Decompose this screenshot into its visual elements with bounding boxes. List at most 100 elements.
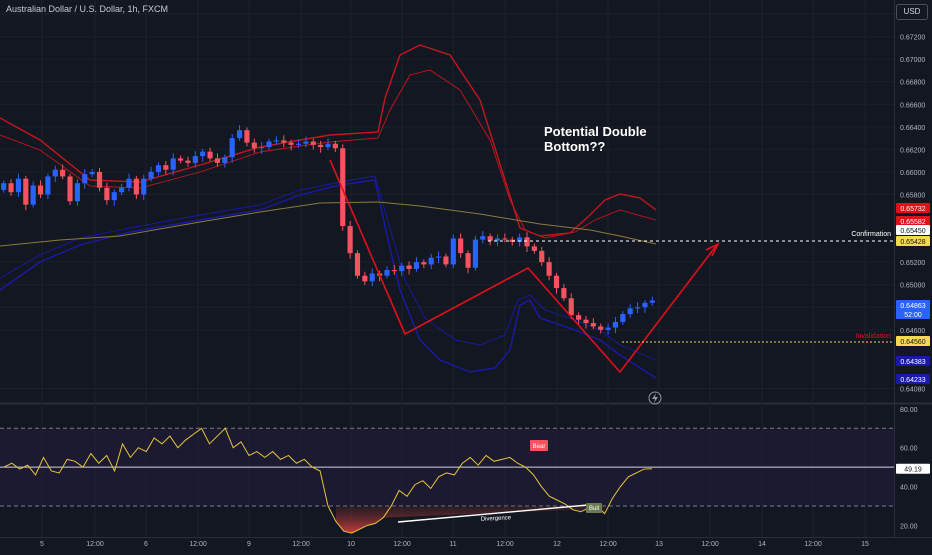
bull-candle[interactable]: [89, 171, 95, 175]
bull-candle[interactable]: [126, 178, 132, 188]
bear-divergence-tag[interactable]: [530, 440, 548, 451]
bull-candle[interactable]: [472, 239, 478, 268]
bull-candle[interactable]: [119, 187, 125, 193]
price-label-text: 52:00: [904, 312, 922, 319]
bull-candle[interactable]: [15, 178, 22, 193]
bull-candle[interactable]: [620, 314, 626, 322]
bear-candle[interactable]: [465, 253, 471, 268]
price-label-text: 0.64233: [900, 377, 925, 384]
bull-candle[interactable]: [82, 174, 88, 184]
bear-candle[interactable]: [598, 326, 604, 330]
bear-candle[interactable]: [590, 323, 596, 327]
bull-candle[interactable]: [369, 273, 375, 282]
lightning-icon[interactable]: [648, 391, 662, 405]
bear-candle[interactable]: [104, 187, 110, 201]
bear-candle[interactable]: [185, 160, 191, 163]
bear-candle[interactable]: [310, 141, 316, 145]
bear-candle[interactable]: [163, 165, 169, 170]
bull-candle[interactable]: [259, 147, 265, 149]
bull-candle[interactable]: [236, 130, 243, 139]
bear-candle[interactable]: [354, 253, 361, 276]
bull-candle[interactable]: [170, 158, 176, 170]
bull-candle[interactable]: [605, 327, 611, 330]
bull-candle[interactable]: [74, 183, 80, 202]
bear-candle[interactable]: [583, 319, 589, 324]
bear-candle[interactable]: [443, 256, 449, 265]
bear-candle[interactable]: [23, 178, 29, 205]
bear-candle[interactable]: [288, 142, 294, 145]
bull-candle[interactable]: [303, 141, 309, 144]
bear-candle[interactable]: [362, 275, 368, 282]
bear-candle[interactable]: [8, 183, 14, 193]
bear-candle[interactable]: [568, 298, 574, 316]
bear-candle[interactable]: [332, 143, 338, 149]
bull-candle[interactable]: [1, 183, 7, 190]
bull-candle[interactable]: [200, 151, 206, 157]
bull-candle[interactable]: [649, 300, 655, 303]
bull-candle[interactable]: [494, 238, 501, 241]
bull-candle[interactable]: [517, 237, 523, 242]
bull-candle[interactable]: [141, 178, 147, 195]
bull-candle[interactable]: [435, 256, 442, 258]
bear-candle[interactable]: [524, 237, 530, 247]
bull-candle[interactable]: [627, 308, 633, 315]
bull-candle[interactable]: [413, 262, 420, 269]
bear-candle[interactable]: [318, 144, 324, 148]
bull-candle[interactable]: [148, 171, 154, 179]
bear-candle[interactable]: [546, 262, 552, 276]
bear-candle[interactable]: [60, 169, 66, 177]
bull-candle[interactable]: [266, 141, 272, 148]
bull-candle[interactable]: [384, 270, 390, 276]
bull-candle[interactable]: [30, 185, 36, 205]
bull-candle[interactable]: [222, 157, 228, 163]
bear-candle[interactable]: [251, 142, 257, 149]
bull-candle[interactable]: [634, 307, 641, 309]
bull-candle[interactable]: [399, 265, 405, 272]
bear-candle[interactable]: [576, 315, 582, 320]
bear-candle[interactable]: [340, 148, 346, 227]
rsi-pane[interactable]: [0, 405, 894, 537]
bear-candle[interactable]: [96, 171, 103, 188]
bull-candle[interactable]: [192, 156, 198, 163]
bull-candle[interactable]: [295, 143, 302, 145]
bear-candle[interactable]: [133, 178, 139, 195]
bear-candle[interactable]: [281, 140, 287, 143]
bear-candle[interactable]: [458, 238, 464, 254]
bear-candle[interactable]: [502, 238, 508, 240]
bear-candle[interactable]: [406, 265, 412, 269]
bull-candle[interactable]: [612, 321, 619, 328]
bull-candle[interactable]: [450, 238, 456, 265]
bull-candle[interactable]: [642, 302, 648, 308]
currency-button[interactable]: USD: [896, 4, 928, 20]
bear-candle[interactable]: [421, 262, 427, 265]
bull-candle[interactable]: [428, 257, 434, 265]
bull-candle[interactable]: [155, 165, 162, 172]
bull-candle[interactable]: [480, 236, 486, 240]
rsi-line[interactable]: [3, 427, 653, 534]
price-pane[interactable]: [0, 0, 894, 402]
bear-candle[interactable]: [67, 176, 73, 202]
bull-divergence-tag[interactable]: [586, 503, 602, 513]
bull-candle[interactable]: [273, 140, 279, 142]
bull-candle[interactable]: [52, 169, 58, 177]
bear-candle[interactable]: [553, 275, 560, 289]
double-bottom-zigzag[interactable]: [329, 159, 717, 374]
bear-candle[interactable]: [531, 246, 537, 251]
bear-candle[interactable]: [214, 158, 221, 163]
bear-candle[interactable]: [391, 270, 397, 272]
bear-candle[interactable]: [178, 158, 184, 161]
bear-candle[interactable]: [347, 226, 353, 254]
bear-candle[interactable]: [561, 288, 567, 299]
bull-candle[interactable]: [325, 143, 331, 148]
bear-candle[interactable]: [487, 236, 493, 241]
bear-candle[interactable]: [539, 250, 545, 263]
bear-candle[interactable]: [244, 130, 250, 143]
divergence-line[interactable]: [397, 504, 589, 523]
bull-candle[interactable]: [45, 176, 51, 195]
bull-candle[interactable]: [229, 138, 235, 158]
bear-candle[interactable]: [207, 151, 213, 159]
bear-candle[interactable]: [37, 185, 44, 195]
bull-candle[interactable]: [111, 192, 117, 201]
